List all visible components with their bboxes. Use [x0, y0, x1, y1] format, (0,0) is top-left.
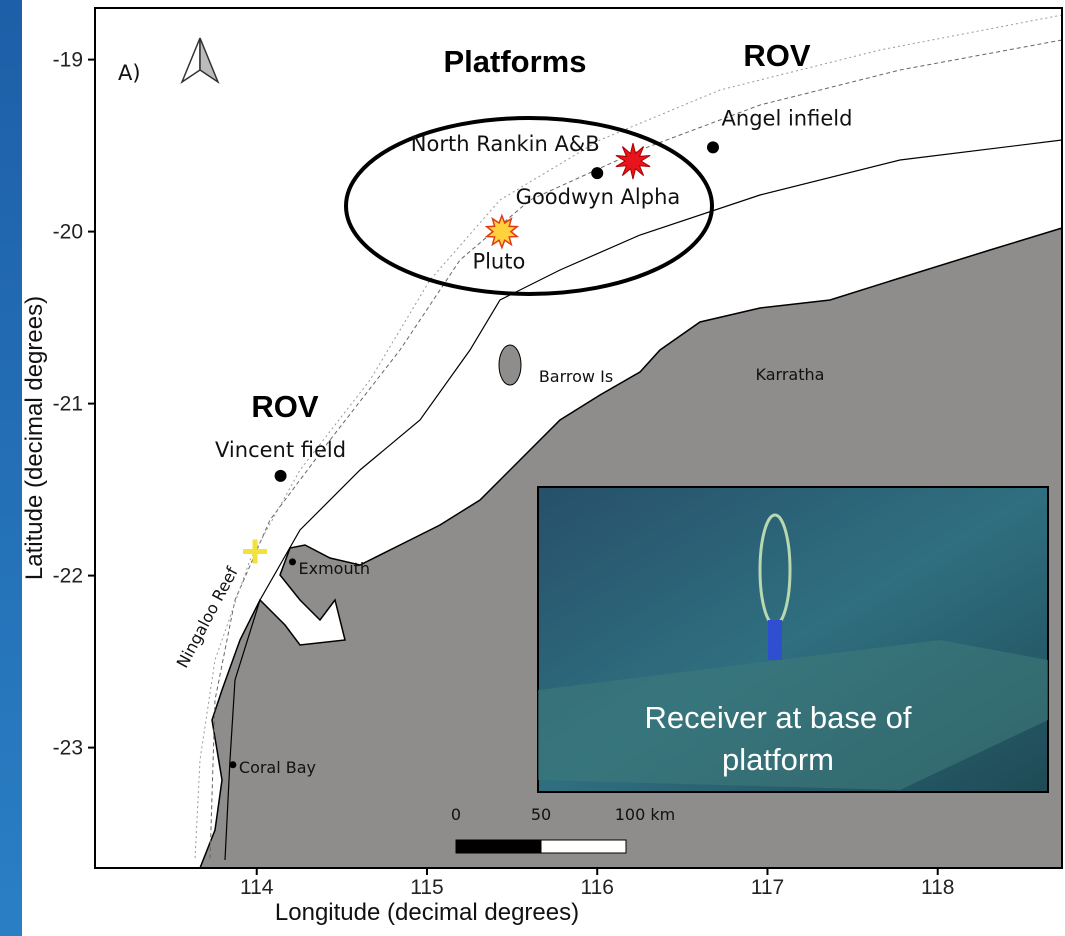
place-label: Barrow Is: [539, 367, 613, 386]
x-tick-label: 118: [921, 876, 954, 899]
platform-marker: [487, 216, 517, 248]
x-axis-title: Longitude (decimal degrees): [275, 899, 579, 926]
scale-label: 50: [531, 805, 551, 824]
place-label: Vincent field: [215, 438, 346, 462]
map-figure: A) Platforms ROV ROV Barrow Is Karratha …: [0, 0, 1065, 936]
place-marker: [229, 761, 236, 768]
x-tick-label: 117: [751, 876, 784, 899]
scale-label: 100 km: [615, 805, 675, 824]
photo-caption: Receiver at base of: [644, 700, 911, 735]
place-label: North Rankin A&B: [411, 132, 600, 156]
y-tick-label: -21: [53, 393, 83, 416]
photo-caption: platform: [722, 742, 834, 777]
y-tick-label: -22: [53, 565, 83, 588]
place-label: Exmouth: [298, 559, 370, 578]
place-marker: [275, 470, 287, 482]
place-label: Karratha: [756, 365, 825, 384]
place-label: Goodwyn Alpha: [516, 185, 681, 209]
place-marker: [289, 558, 296, 565]
north-arrow: [182, 38, 218, 82]
scale-label: 0: [451, 805, 461, 824]
group-label: ROV: [743, 38, 811, 73]
y-axis-title: Latitude (decimal degrees): [21, 296, 48, 580]
x-tick-label: 116: [580, 876, 613, 899]
place-label: Angel infield: [722, 106, 853, 130]
place-label: Ningaloo Reef: [173, 563, 242, 671]
page: {"panel_label": "A)", "map": { "xlim": […: [0, 0, 1065, 936]
place-label: Coral Bay: [239, 758, 316, 777]
y-tick-label: -23: [53, 737, 83, 760]
scale-bar: [456, 840, 626, 853]
place-marker: [591, 167, 603, 179]
site-marker: [243, 540, 267, 564]
platform-marker: [616, 143, 650, 179]
place-marker: [707, 141, 719, 153]
place-label: Pluto: [472, 250, 525, 274]
group-label: Platforms: [444, 44, 587, 79]
x-tick-label: 115: [410, 876, 443, 899]
y-tick-label: -20: [53, 221, 83, 244]
x-tick-label: 114: [240, 876, 274, 899]
y-tick-label: -19: [53, 49, 83, 72]
slide-edge: [0, 0, 22, 936]
barrow-island: [499, 345, 521, 385]
group-label: ROV: [251, 389, 319, 424]
panel-label: A): [118, 61, 141, 85]
